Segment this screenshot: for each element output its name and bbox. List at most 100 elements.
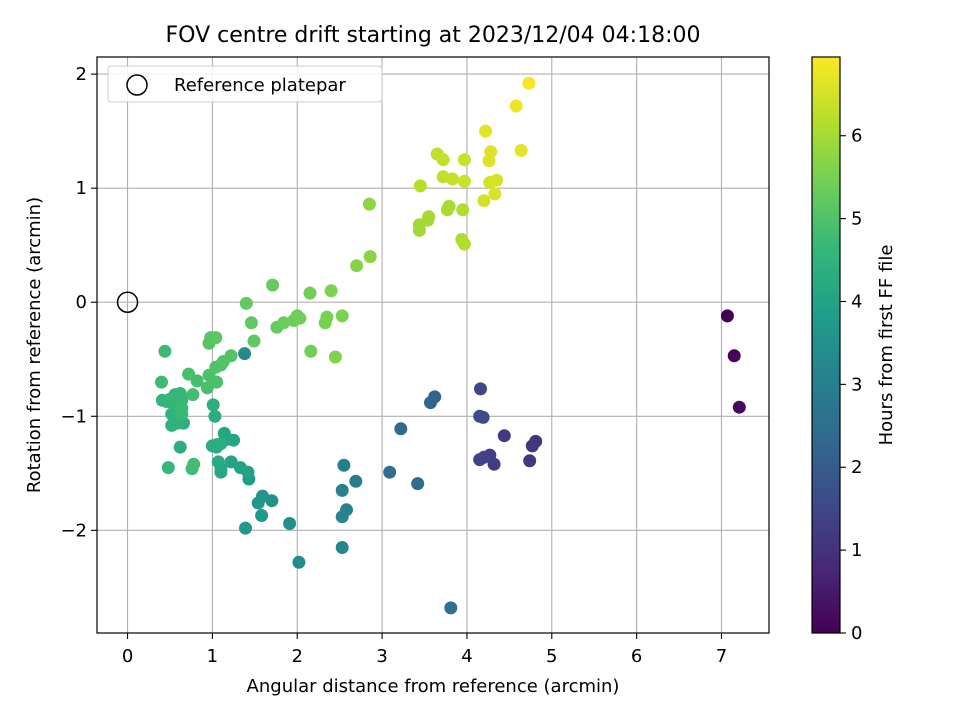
x-axis-label: Angular distance from reference (arcmin) — [247, 676, 620, 697]
x-tick-label: 4 — [461, 646, 472, 667]
data-point — [283, 517, 297, 530]
data-point — [238, 347, 252, 361]
data-point — [457, 153, 471, 167]
colorbar-tick-label: 4 — [851, 291, 862, 312]
colorbar-gradient — [812, 57, 840, 633]
data-point — [239, 296, 253, 310]
data-point — [525, 439, 539, 453]
colorbar-ticks: 0 1 2 3 4 5 6 — [840, 126, 862, 644]
data-point — [208, 409, 222, 423]
data-point — [214, 437, 228, 451]
legend-box — [107, 65, 383, 103]
x-tick-label: 1 — [207, 646, 218, 667]
data-point — [522, 76, 536, 90]
data-point — [277, 316, 291, 330]
data-point — [247, 334, 261, 348]
data-point — [210, 375, 224, 389]
data-point — [490, 173, 504, 187]
data-point — [292, 555, 306, 569]
data-point — [456, 203, 470, 217]
data-point — [304, 344, 318, 358]
data-point — [182, 367, 196, 381]
data-point — [155, 375, 168, 389]
legend-marker-reference — [126, 74, 148, 96]
data-point — [350, 259, 364, 273]
data-point — [320, 310, 334, 324]
data-point — [514, 144, 528, 157]
data-point — [732, 400, 746, 414]
data-point — [200, 381, 214, 395]
data-point — [209, 331, 223, 345]
data-point — [413, 179, 427, 193]
data-point — [497, 429, 511, 443]
data-point — [720, 309, 734, 323]
data-point — [217, 426, 231, 440]
data-point — [239, 521, 252, 535]
legend-entry-reference: Reference platepar — [174, 75, 346, 96]
x-tick-label: 6 — [631, 646, 642, 667]
data-point — [251, 496, 265, 510]
data-point — [328, 350, 342, 364]
x-tick-label: 3 — [376, 646, 387, 667]
data-point — [224, 349, 238, 363]
data-point — [484, 145, 498, 159]
colorbar: 0 1 2 3 4 5 6 Hours from first FF file — [811, 56, 897, 644]
reference-platepar-marker — [116, 291, 139, 313]
data-point — [335, 309, 349, 323]
colorbar-frame — [811, 56, 841, 634]
y-axis-ticks: −2 −1 0 1 2 — [60, 64, 97, 541]
data-point — [457, 174, 471, 188]
data-point — [523, 454, 537, 468]
data-point — [479, 124, 493, 138]
data-point — [290, 309, 304, 323]
y-tick-label: −1 — [60, 406, 87, 427]
colorbar-tick-label: 1 — [851, 540, 862, 561]
data-point — [224, 455, 238, 469]
x-tick-label: 2 — [292, 646, 303, 667]
data-point — [477, 194, 491, 208]
colorbar-tick-label: 0 — [851, 623, 862, 644]
data-point — [303, 286, 317, 300]
y-tick-label: 2 — [76, 64, 87, 85]
data-point — [165, 418, 179, 432]
data-point — [337, 458, 351, 472]
data-point — [185, 462, 199, 476]
legend: Reference platepar — [107, 65, 383, 103]
x-tick-label: 0 — [122, 646, 133, 667]
data-point — [474, 382, 487, 396]
y-tick-label: −2 — [60, 520, 87, 541]
data-point — [446, 172, 459, 186]
chart-title: FOV centre drift starting at 2023/12/04 … — [166, 23, 701, 48]
grid — [97, 57, 769, 633]
data-points — [116, 76, 746, 615]
data-point — [473, 453, 487, 467]
data-point — [335, 541, 349, 554]
data-point — [186, 388, 200, 402]
data-point — [175, 407, 189, 421]
data-point — [335, 510, 349, 524]
data-point — [424, 396, 437, 410]
data-point — [411, 477, 425, 491]
data-point — [233, 461, 247, 475]
y-tick-label: 0 — [76, 292, 87, 313]
colorbar-tick-label: 6 — [851, 126, 862, 147]
data-point — [211, 455, 225, 469]
data-point — [476, 410, 490, 424]
x-tick-label: 7 — [716, 646, 727, 667]
data-point — [457, 237, 471, 251]
plot-area-frame — [96, 56, 770, 634]
y-axis-label: Rotation from reference (arcmin) — [24, 197, 45, 493]
x-axis-ticks: 0 1 2 3 4 5 6 7 — [122, 633, 727, 667]
data-point — [214, 465, 228, 479]
data-point — [727, 349, 741, 363]
data-point — [442, 199, 456, 213]
data-point — [509, 99, 523, 113]
data-point — [335, 483, 349, 497]
colorbar-tick-label: 3 — [851, 374, 862, 395]
data-point — [436, 153, 450, 167]
x-tick-label: 5 — [546, 646, 557, 667]
data-point — [383, 465, 397, 479]
data-point — [161, 461, 175, 475]
data-point — [488, 187, 502, 201]
